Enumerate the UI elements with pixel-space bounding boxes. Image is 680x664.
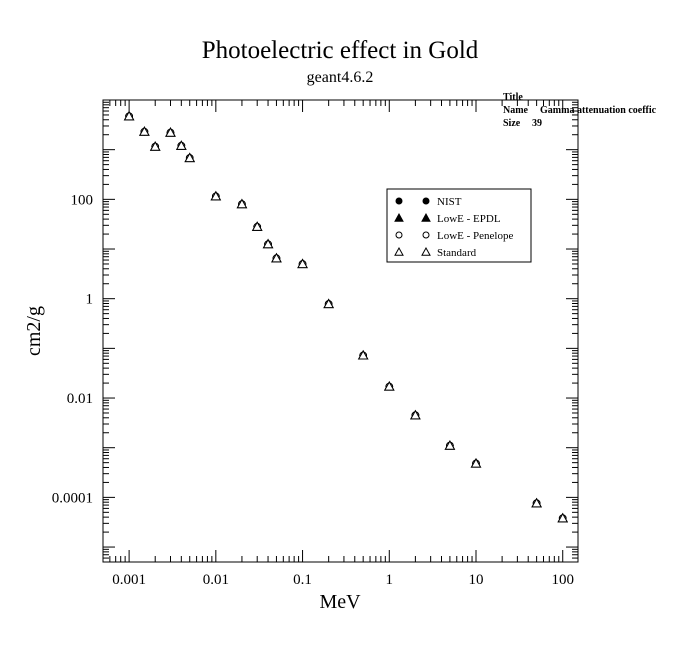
plot-frame	[102, 99, 579, 563]
legend-marker	[394, 212, 404, 222]
x-tick-label: 0.01	[203, 572, 229, 588]
legend-marker	[395, 197, 403, 205]
legend-label: NIST	[437, 196, 462, 208]
legend-box	[386, 188, 532, 263]
data-point-standard	[297, 258, 308, 269]
x-axis-label: MeV	[319, 591, 361, 613]
legend: NIST LowE - EPDL LowE - Penelope Standard	[386, 188, 532, 263]
x-tick-label: 1	[386, 572, 394, 588]
stats-name-value: Gamma attenuation coeffic	[540, 105, 657, 116]
data-point-standard	[139, 126, 150, 136]
legend-label: LowE - EPDL	[437, 213, 501, 225]
legend-marker	[422, 231, 430, 239]
data-point-standard	[236, 198, 248, 209]
legend-entries: NIST LowE - EPDL LowE - Penelope Standard	[394, 196, 513, 259]
x-tick-label: 100	[551, 572, 574, 588]
stats-size-label: Size	[503, 118, 521, 129]
data-point-standard	[357, 349, 369, 360]
data-point-standard	[175, 140, 187, 150]
data-point-standard	[210, 190, 222, 201]
chart-subtitle: geant4.6.2	[307, 69, 374, 86]
y-tick-label: 0.0001	[52, 490, 93, 506]
stats-title: Title	[503, 92, 523, 103]
data-point-standard	[262, 238, 274, 249]
data-point-standard	[470, 458, 482, 468]
data-markers	[123, 110, 569, 523]
data-point-standard	[184, 152, 196, 163]
stats-size-value: 39	[532, 118, 542, 129]
stats-name-label: Name	[503, 105, 529, 116]
legend-marker	[421, 246, 431, 256]
legend-label: Standard	[437, 247, 477, 259]
data-point-standard	[123, 110, 135, 121]
data-point-standard	[410, 409, 421, 420]
data-point-standard	[271, 252, 282, 263]
legend-marker	[422, 197, 430, 205]
x-tick-label: 10	[469, 572, 484, 588]
x-tick-label: 0.1	[293, 572, 312, 588]
stats-box: Title Name Gamma attenuation coeffic Siz…	[503, 92, 657, 129]
axis-ticks	[102, 99, 578, 562]
data-point-standard	[557, 512, 569, 523]
data-point-standard	[251, 221, 263, 231]
data-point-standard	[383, 381, 395, 391]
data-point-standard	[531, 497, 542, 508]
legend-label: LowE - Penelope	[437, 230, 513, 242]
y-tick-label: 0.01	[67, 391, 93, 407]
chart-title: Photoelectric effect in Gold	[202, 37, 479, 64]
legend-marker	[394, 246, 404, 256]
y-tick-label: 100	[71, 192, 94, 208]
y-axis-label: cm2/g	[23, 306, 45, 356]
x-tick-label: 0.001	[112, 572, 146, 588]
data-point-standard	[444, 440, 456, 450]
data-point-standard	[165, 127, 176, 137]
y-tick-label: 1	[86, 292, 94, 308]
legend-marker	[421, 212, 431, 222]
legend-marker	[395, 231, 403, 239]
data-point-standard	[323, 298, 335, 309]
axis-tick-labels: 0.001 0.01 0.1 1 10 100 0.0001 0.01 1 100	[52, 192, 574, 588]
data-point-standard	[149, 141, 161, 151]
